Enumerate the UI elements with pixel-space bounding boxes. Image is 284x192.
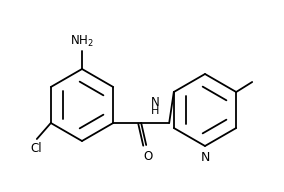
Text: O: O: [143, 150, 153, 163]
Text: H: H: [151, 106, 159, 116]
Text: NH$_2$: NH$_2$: [70, 34, 94, 49]
Text: N: N: [200, 151, 210, 164]
Text: Cl: Cl: [30, 142, 42, 155]
Text: N: N: [151, 96, 160, 109]
